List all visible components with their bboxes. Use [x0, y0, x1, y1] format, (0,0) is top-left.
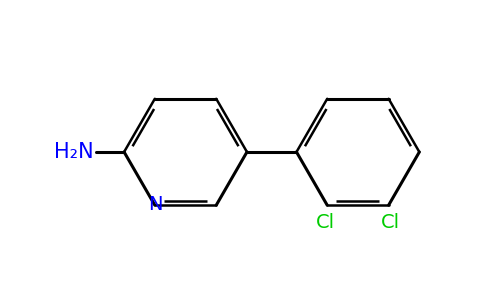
Text: H₂N: H₂N: [54, 142, 93, 162]
Text: Cl: Cl: [316, 213, 335, 232]
Text: Cl: Cl: [381, 213, 400, 232]
Text: N: N: [149, 195, 163, 214]
